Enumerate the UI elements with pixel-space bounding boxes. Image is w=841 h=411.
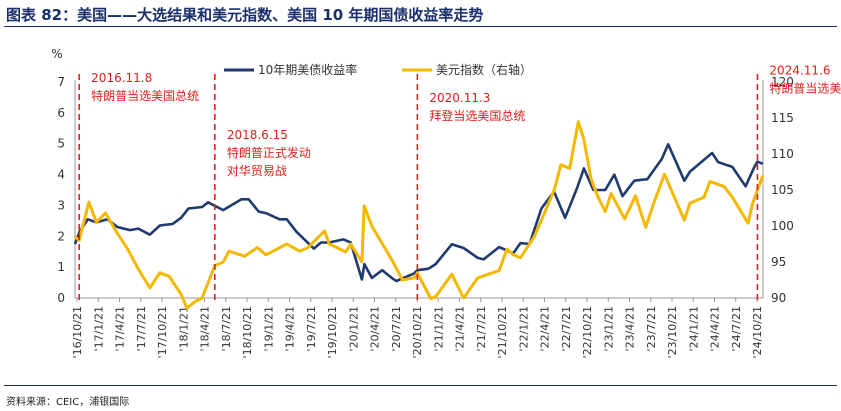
x-tick-label: '21/4/21 xyxy=(454,306,467,351)
source-note: 资料来源：CEIC，浦银国际 xyxy=(6,397,130,408)
event-annotation-text: 特朗普当选美国总统 xyxy=(91,88,199,103)
x-tick-label: '22/1/21 xyxy=(517,306,530,351)
x-tick-label: '17/10/21 xyxy=(156,306,169,358)
x-tick-label: '16/10/21 xyxy=(71,306,84,358)
x-tick-label: '23/1/21 xyxy=(602,306,615,351)
left-tick-label: 1 xyxy=(57,260,65,274)
x-tick-label: '17/7/21 xyxy=(135,306,148,351)
x-tick-label: '20/7/21 xyxy=(390,306,403,351)
x-tick-label: '18/7/21 xyxy=(220,306,233,351)
x-tick-label: '19/10/21 xyxy=(326,306,339,358)
x-tick-label: '19/1/21 xyxy=(262,306,275,351)
x-tick-label: '19/4/21 xyxy=(284,306,297,351)
event-annotation-text: 特朗普正式发动 xyxy=(227,145,311,160)
footer-rule xyxy=(4,385,837,386)
left-tick-label: 0 xyxy=(57,291,65,305)
event-annotation-text: 2024.11.6 xyxy=(769,63,830,77)
x-tick-label: '23/4/21 xyxy=(624,306,637,351)
x-tick-label: '20/1/21 xyxy=(347,306,360,351)
x-tick-label: '20/4/21 xyxy=(369,306,382,351)
series-line-dollar-index xyxy=(74,120,765,310)
left-tick-label: 5 xyxy=(57,137,65,151)
right-tick-label: 100 xyxy=(771,219,794,233)
x-tick-label: '18/4/21 xyxy=(199,306,212,351)
x-tick-label: '21/10/21 xyxy=(496,306,509,358)
right-tick-label: 105 xyxy=(771,183,794,197)
title-rule xyxy=(4,26,837,27)
series-line-treasury-yield xyxy=(73,143,764,283)
left-tick-label: 4 xyxy=(57,168,65,182)
left-tick-label: 6 xyxy=(57,106,65,120)
right-tick-label: 120 xyxy=(771,75,794,89)
event-annotation-text: 2016.11.8 xyxy=(91,71,152,85)
right-tick-label: 115 xyxy=(771,111,794,125)
legend-label-dollar-index: 美元指数（右轴） xyxy=(436,62,532,77)
legend-label-treasury-yield: 10年期美债收益率 xyxy=(258,62,357,77)
event-annotation-text: 2020.11.3 xyxy=(429,91,490,105)
right-tick-label: 90 xyxy=(771,291,786,305)
x-tick-label: '17/4/21 xyxy=(114,306,127,351)
x-tick-label: '24/10/21 xyxy=(751,306,764,358)
left-tick-label: 7 xyxy=(57,75,65,89)
x-tick-label: '23/7/21 xyxy=(645,306,658,351)
right-tick-label: 110 xyxy=(771,147,794,161)
x-tick-label: '24/7/21 xyxy=(730,306,743,351)
left-tick-label: 3 xyxy=(57,198,65,212)
x-tick-label: '24/1/21 xyxy=(687,306,700,351)
x-tick-label: '23/10/21 xyxy=(666,306,679,358)
event-annotation-text: 对华贸易战 xyxy=(227,164,287,178)
chart-title: 图表 82：美国——大选结果和美元指数、美国 10 年期国债收益率走势 xyxy=(6,6,484,24)
x-tick-label: '18/1/21 xyxy=(177,306,190,351)
x-tick-label: '21/7/21 xyxy=(475,306,488,351)
x-tick-label: '22/10/21 xyxy=(581,306,594,358)
x-tick-label: '19/7/21 xyxy=(305,306,318,351)
right-tick-label: 95 xyxy=(771,255,786,269)
event-annotation-text: 2018.6.15 xyxy=(227,128,288,142)
x-tick-label: '17/1/21 xyxy=(92,306,105,351)
x-tick-label: '18/10/21 xyxy=(241,306,254,358)
event-annotation-text: 拜登当选美国总统 xyxy=(429,108,525,123)
x-tick-label: '22/7/21 xyxy=(560,306,573,351)
event-annotation-text: 特朗普当选美国总统 xyxy=(769,80,841,95)
x-tick-label: '24/4/21 xyxy=(709,306,722,351)
x-tick-label: '21/1/21 xyxy=(432,306,445,351)
x-tick-label: '22/4/21 xyxy=(539,306,552,351)
left-axis-unit: % xyxy=(51,47,62,61)
x-tick-label: '20/10/21 xyxy=(411,306,424,358)
left-tick-label: 2 xyxy=(57,229,65,243)
